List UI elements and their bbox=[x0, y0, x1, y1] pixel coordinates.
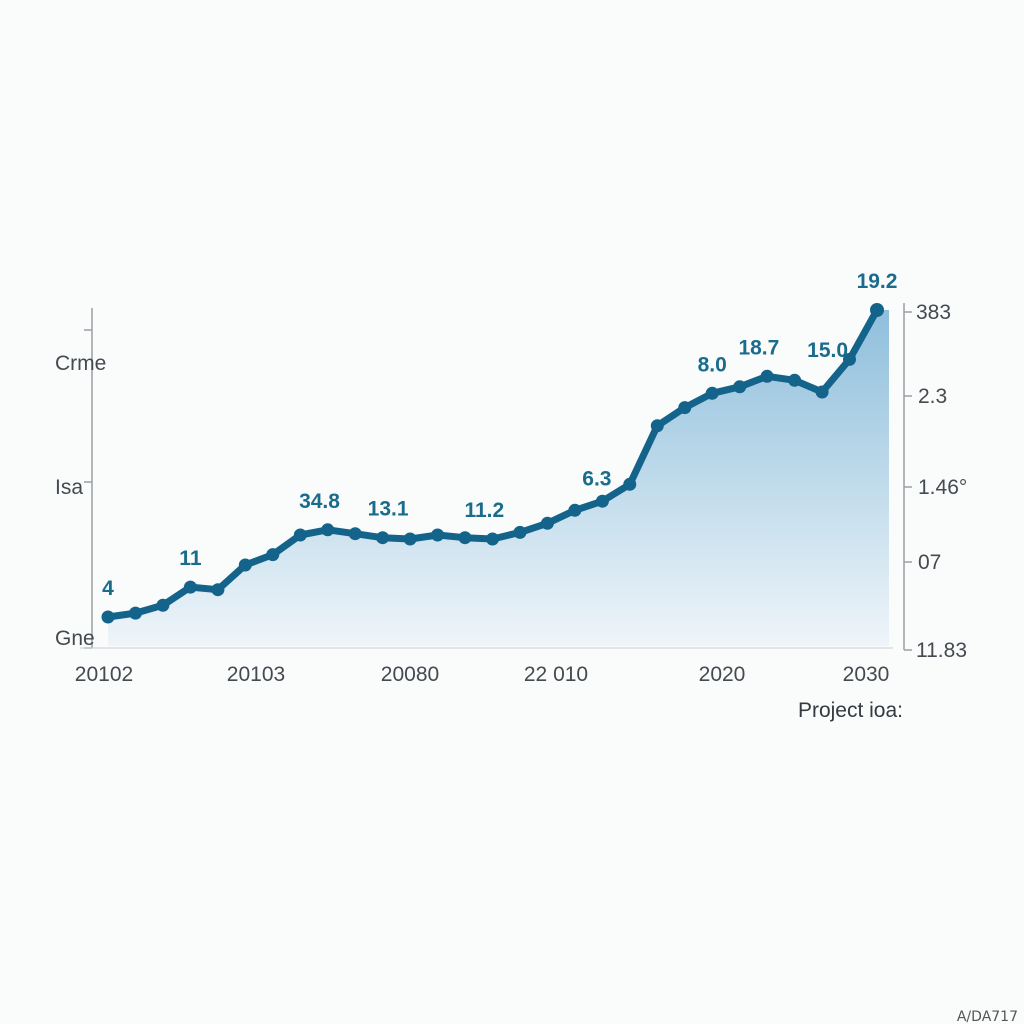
right-axis-label-2: 2.3 bbox=[918, 385, 947, 408]
data-point bbox=[458, 531, 472, 545]
x-tick-label-5: 2020 bbox=[699, 663, 746, 686]
data-label: 13.1 bbox=[368, 498, 409, 521]
data-point bbox=[211, 583, 225, 597]
data-point bbox=[650, 419, 664, 433]
data-label: 11.2 bbox=[464, 499, 504, 522]
data-point bbox=[403, 532, 417, 546]
data-label: 19.2 bbox=[857, 270, 898, 293]
data-point bbox=[678, 401, 692, 415]
data-point bbox=[431, 528, 445, 542]
data-point bbox=[266, 548, 280, 562]
data-label: 4 bbox=[102, 577, 114, 600]
left-axis-label-top: Crme bbox=[55, 352, 106, 375]
data-point bbox=[705, 386, 719, 400]
data-point bbox=[129, 606, 142, 620]
data-point bbox=[870, 303, 884, 317]
right-axis-label-5: 11.83 bbox=[916, 639, 967, 662]
data-point bbox=[595, 494, 609, 508]
data-point bbox=[376, 531, 390, 545]
data-label: 15.0 bbox=[807, 339, 848, 362]
data-point bbox=[348, 527, 362, 541]
x-tick-label-4: 22 010 bbox=[524, 663, 588, 686]
chart-caption: Project ioa: bbox=[798, 699, 903, 722]
data-point bbox=[183, 580, 197, 594]
data-point bbox=[321, 523, 335, 537]
x-tick-label-1: 20102 bbox=[75, 663, 133, 686]
data-point bbox=[815, 385, 829, 399]
right-axis-label-4: 07 bbox=[918, 551, 941, 574]
right-axis-label-3: 1.46° bbox=[918, 476, 967, 499]
data-point bbox=[513, 525, 527, 539]
left-axis-label-mid: Isa bbox=[55, 476, 83, 499]
data-point bbox=[623, 477, 637, 491]
left-axis-label-bottom: Gne bbox=[55, 627, 95, 650]
x-tick-label-2: 20103 bbox=[227, 663, 285, 686]
data-point bbox=[788, 373, 802, 387]
data-point bbox=[733, 380, 747, 394]
x-tick-label-3: 20080 bbox=[381, 663, 439, 686]
x-tick-label-6: 2030 bbox=[843, 663, 890, 686]
data-point bbox=[568, 503, 582, 517]
data-point bbox=[293, 528, 307, 542]
data-point bbox=[843, 352, 856, 366]
data-point bbox=[540, 516, 554, 530]
data-point bbox=[101, 610, 115, 624]
data-point bbox=[238, 558, 252, 572]
watermark: A/DA717 bbox=[957, 1009, 1018, 1024]
data-label: 18.7 bbox=[738, 336, 779, 359]
data-label: 8.0 bbox=[698, 353, 727, 376]
data-point bbox=[156, 598, 170, 612]
data-point bbox=[760, 369, 774, 383]
chart-marks: 4 11 34.8 13.1 11.2 6.3 8.0 18.7 15.0 19.2 bbox=[101, 270, 898, 646]
right-axis-label-1: 383 bbox=[916, 301, 951, 324]
data-label: 6.3 bbox=[582, 468, 611, 491]
data-point bbox=[486, 532, 499, 546]
data-label: 11 bbox=[179, 547, 202, 570]
data-label: 34.8 bbox=[299, 490, 340, 513]
area-fill bbox=[108, 310, 889, 646]
